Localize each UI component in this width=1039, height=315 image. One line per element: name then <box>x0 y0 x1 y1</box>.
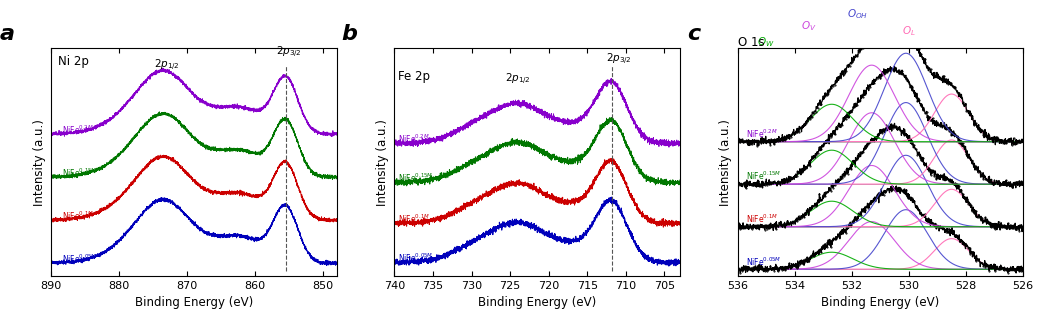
Text: NiFe$^{0.05M}$: NiFe$^{0.05M}$ <box>746 255 781 267</box>
Text: $2p_{1/2}$: $2p_{1/2}$ <box>505 72 531 87</box>
Text: $2p_{1/2}$: $2p_{1/2}$ <box>154 58 180 73</box>
Text: $2p_{3/2}$: $2p_{3/2}$ <box>275 45 301 60</box>
X-axis label: Binding Energy (eV): Binding Energy (eV) <box>821 296 939 309</box>
Text: $O_{OH}$: $O_{OH}$ <box>847 8 868 21</box>
Text: NiFe$^{0.1M}$: NiFe$^{0.1M}$ <box>61 209 94 221</box>
Text: NiFe$^{0.05M}$: NiFe$^{0.05M}$ <box>398 252 433 264</box>
Text: Fe 2p: Fe 2p <box>398 70 430 83</box>
Text: NiFe$^{0.1M}$: NiFe$^{0.1M}$ <box>398 213 430 225</box>
Y-axis label: Intensity (a.u.): Intensity (a.u.) <box>719 119 732 205</box>
Text: $O_W$: $O_W$ <box>757 35 775 49</box>
X-axis label: Binding Energy (eV): Binding Energy (eV) <box>135 296 254 309</box>
X-axis label: Binding Energy (eV): Binding Energy (eV) <box>478 296 596 309</box>
Text: $O_L$: $O_L$ <box>902 25 915 38</box>
Text: $2p_{3/2}$: $2p_{3/2}$ <box>606 51 632 66</box>
Text: NiFe$^{0.1M}$: NiFe$^{0.1M}$ <box>746 213 778 225</box>
Text: $O_V$: $O_V$ <box>801 20 817 33</box>
Text: NiFe$^{0.2M}$: NiFe$^{0.2M}$ <box>746 128 778 140</box>
Y-axis label: Intensity (a.u.): Intensity (a.u.) <box>376 119 389 205</box>
Text: NiFe$^{0.2M}$: NiFe$^{0.2M}$ <box>398 133 430 145</box>
Text: NiFe$^{0.05M}$: NiFe$^{0.05M}$ <box>61 252 97 265</box>
Y-axis label: Intensity (a.u.): Intensity (a.u.) <box>33 119 46 205</box>
Text: NiFe$^{0.15M}$: NiFe$^{0.15M}$ <box>61 166 97 179</box>
Text: c: c <box>687 24 700 43</box>
Text: NiFe$^{0.2M}$: NiFe$^{0.2M}$ <box>61 123 94 135</box>
Text: a: a <box>0 24 15 43</box>
Text: NiFe$^{0.15M}$: NiFe$^{0.15M}$ <box>398 172 433 184</box>
Text: b: b <box>342 24 357 43</box>
Text: O 1s: O 1s <box>738 36 764 49</box>
Text: NiFe$^{0.15M}$: NiFe$^{0.15M}$ <box>746 170 781 182</box>
Text: Ni 2p: Ni 2p <box>58 55 89 68</box>
